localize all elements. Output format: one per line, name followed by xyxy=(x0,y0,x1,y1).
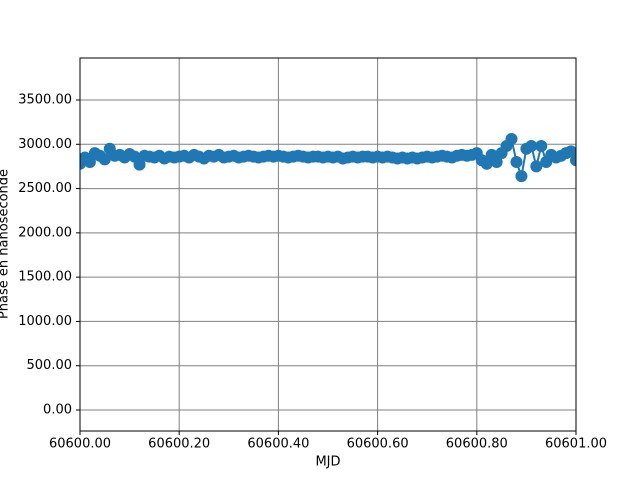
data-point xyxy=(480,157,493,170)
data-point xyxy=(525,140,538,153)
x-tick-label: 60601.00 xyxy=(545,437,607,452)
data-point xyxy=(83,155,96,168)
data-point xyxy=(510,155,523,168)
data-point xyxy=(133,158,146,171)
data-point xyxy=(98,153,111,166)
y-tick-label: 2500.00 xyxy=(18,181,72,196)
data-point xyxy=(515,170,528,183)
data-point xyxy=(570,154,576,167)
x-tick-label: 60600.60 xyxy=(347,437,409,452)
y-tick-label: 3000.00 xyxy=(18,137,72,152)
y-tick-label: 2000.00 xyxy=(18,225,72,240)
data-point xyxy=(490,155,503,168)
y-axis-label: Phase en nanoseconde xyxy=(0,169,12,319)
x-tick-label: 60600.80 xyxy=(446,437,508,452)
y-tick-label: 1000.00 xyxy=(18,314,72,329)
y-tick-label: 3500.00 xyxy=(18,92,72,107)
x-axis-label: MJD xyxy=(315,455,340,470)
data-point xyxy=(530,160,543,173)
y-tick-label: 500.00 xyxy=(27,358,73,373)
data-point xyxy=(565,145,576,158)
plot-frame xyxy=(79,57,577,432)
x-tick-label: 60600.00 xyxy=(49,437,111,452)
y-tick-label: 1500.00 xyxy=(18,270,72,285)
x-tick-label: 60600.40 xyxy=(247,437,309,452)
y-tick-label: 0.00 xyxy=(43,403,72,418)
x-tick-label: 60600.20 xyxy=(148,437,210,452)
data-point xyxy=(505,132,518,145)
data-point xyxy=(535,140,548,153)
